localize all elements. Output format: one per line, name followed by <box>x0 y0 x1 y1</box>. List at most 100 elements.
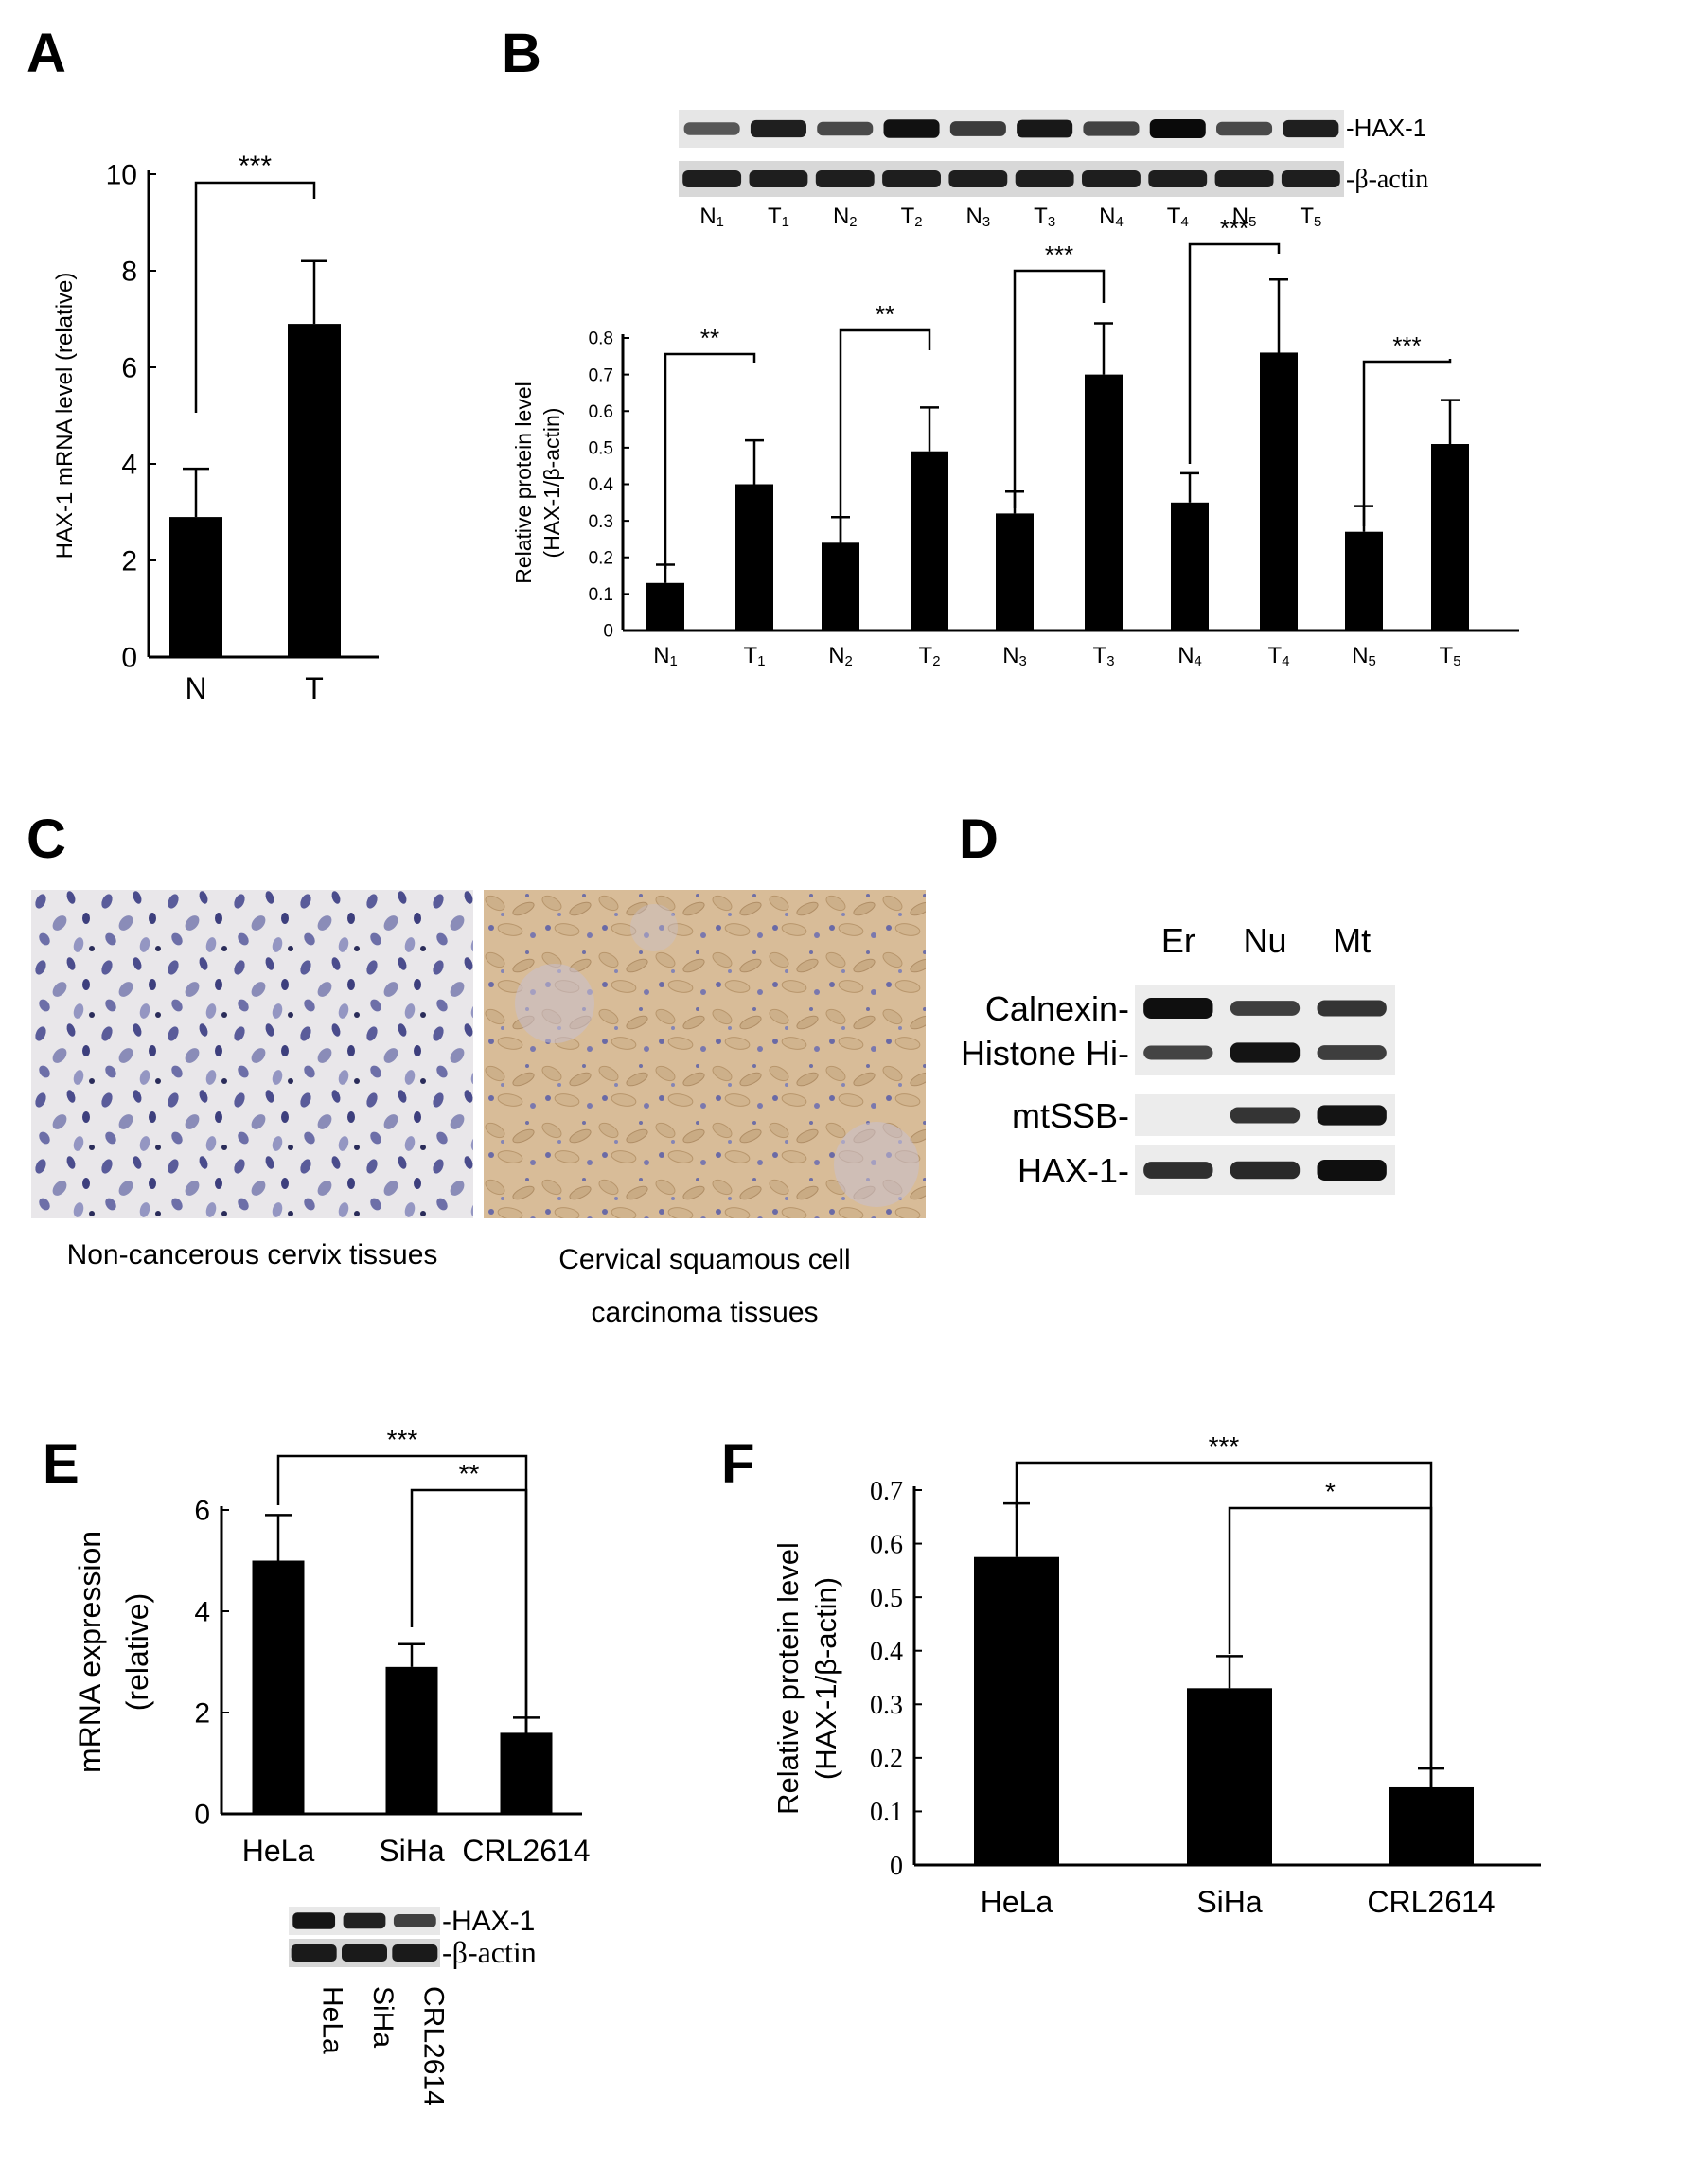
blot-b-actin-label: -β-actin <box>1346 165 1428 194</box>
blot-b-lane-label: N4 <box>1099 204 1124 230</box>
bar-n4 <box>1171 502 1209 630</box>
blot-e-hax1-band <box>343 1912 386 1929</box>
blot-e-hax1-label: -HAX-1 <box>442 1906 535 1937</box>
significance-label: *** <box>1045 240 1073 269</box>
blot-d-column-label: Mt <box>1333 921 1371 960</box>
blot-b-actin-band <box>749 170 808 187</box>
y-tick-label: 0.6 <box>870 1530 903 1559</box>
blot-d-row-label: Histone Hi- <box>961 1034 1129 1073</box>
panel-letter-e: E <box>43 1433 80 1495</box>
blot-b-actin-band <box>882 170 941 187</box>
blot-d-strip <box>1135 1145 1395 1195</box>
significance-bracket <box>839 328 931 554</box>
x-tick-label: N5 <box>1352 643 1376 669</box>
x-tick-label: T3 <box>1093 643 1115 669</box>
y-tick-label: 0.4 <box>589 475 614 495</box>
bar-n <box>169 517 222 657</box>
bar-siha <box>385 1666 438 1814</box>
significance-bracket <box>1362 359 1452 526</box>
x-tick-label: T4 <box>1268 643 1290 669</box>
significance-bracket <box>1228 1506 1433 1808</box>
blot-d-band <box>1230 1001 1301 1016</box>
y-axis-label: (HAX-1/β-actin) <box>540 408 564 559</box>
significance-label: *** <box>1220 214 1248 242</box>
panel-letter-f: F <box>721 1433 755 1495</box>
blot-b-actin-band <box>815 170 875 187</box>
micrograph-noncancerous <box>31 890 473 1218</box>
y-tick-label: 0.7 <box>870 1477 903 1506</box>
y-tick-label: 0.8 <box>589 329 613 349</box>
significance-label: *** <box>1392 331 1421 360</box>
significance-label: ** <box>876 300 894 328</box>
blot-d-strip <box>1135 1030 1395 1075</box>
blot-d-band <box>1143 998 1213 1019</box>
significance-label: * <box>1325 1477 1336 1506</box>
y-tick-label: 0 <box>121 643 137 674</box>
blot-e-actin-band <box>291 1944 337 1962</box>
blot-d-band <box>1230 1042 1301 1063</box>
x-tick-label: N3 <box>1002 643 1027 669</box>
y-tick-label: 0.4 <box>870 1638 903 1667</box>
bar-t <box>288 324 341 657</box>
y-tick-label: 4 <box>194 1597 210 1628</box>
blot-e-lane-label: HeLa <box>317 1986 348 2054</box>
bar-siha <box>1187 1688 1272 1865</box>
y-tick-label: 4 <box>121 450 137 481</box>
blot-b-hax1-band <box>1216 121 1273 136</box>
blot-b-lane-label: T4 <box>1167 204 1189 230</box>
blot-e-lane-label: CRL2614 <box>417 1986 449 2106</box>
panel-letter-d: D <box>959 808 999 870</box>
blot-b-lane-label: N2 <box>833 204 858 230</box>
bar-crl2614 <box>1389 1786 1474 1865</box>
blot-b-lane-label: N3 <box>966 204 991 230</box>
panel-letter-c: C <box>27 808 66 870</box>
blot-b-lane-label: N5 <box>1232 204 1257 230</box>
y-tick-label: 0.2 <box>870 1745 903 1774</box>
y-tick-label: 0 <box>194 1800 210 1831</box>
blot-b-hax1-band <box>1083 121 1140 136</box>
y-axis-label: (relative) <box>120 1593 154 1711</box>
y-tick-label: 0.5 <box>870 1584 903 1613</box>
bar-n5 <box>1345 531 1383 630</box>
blot-d-band <box>1143 1162 1213 1179</box>
panel-letter-b: B <box>502 23 541 84</box>
bar-hela <box>974 1556 1059 1865</box>
blot-b-actin-strip <box>679 161 1344 197</box>
blot-b-actin-band <box>1082 170 1141 187</box>
blot-b-actin-band <box>1214 170 1274 187</box>
bar-crl2614 <box>500 1732 553 1814</box>
y-tick-label: 2 <box>194 1698 210 1730</box>
y-tick-label: 0.1 <box>589 585 613 605</box>
blot-b-actin-band <box>1281 170 1340 187</box>
y-axis-label: (HAX-1/β-actin) <box>809 1577 842 1780</box>
blot-d-band <box>1230 1107 1301 1124</box>
y-axis-label: Relative protein level <box>511 382 536 584</box>
blot-b-hax1-band <box>883 119 940 138</box>
y-tick-label: 6 <box>194 1496 210 1527</box>
blot-e-actin-strip <box>289 1939 440 1967</box>
blot-d-row-label: HAX-1- <box>1018 1151 1129 1190</box>
x-tick-label: SiHa <box>379 1834 445 1868</box>
blot-d-strip <box>1135 1094 1395 1136</box>
x-tick-label: SiHa <box>1196 1885 1263 1919</box>
y-tick-label: 0.7 <box>589 365 613 385</box>
y-tick-label: 6 <box>121 353 137 384</box>
y-axis-label: HAX-1 mRNA level (relative) <box>52 273 78 559</box>
y-tick-label: 0 <box>603 622 613 642</box>
micrograph-carcinoma <box>484 890 926 1218</box>
bar-t5 <box>1431 444 1469 630</box>
y-tick-label: 10 <box>106 160 137 191</box>
x-tick-label: N4 <box>1177 643 1202 669</box>
blot-b-hax1-band <box>949 121 1006 136</box>
x-tick-label: HeLa <box>242 1834 315 1868</box>
y-tick-label: 0.2 <box>589 548 613 568</box>
blot-b-lane-label: T2 <box>901 204 923 230</box>
panel-letter-a: A <box>27 23 66 84</box>
blot-b-hax1-label: -HAX-1 <box>1346 114 1426 142</box>
x-tick-label: T5 <box>1440 643 1461 669</box>
blot-b-actin-band <box>1148 170 1208 187</box>
significance-bracket <box>410 1488 528 1799</box>
blot-e-hax1-band <box>292 1912 336 1929</box>
blot-d-strip <box>1135 985 1395 1032</box>
x-tick-label: T <box>305 671 324 705</box>
